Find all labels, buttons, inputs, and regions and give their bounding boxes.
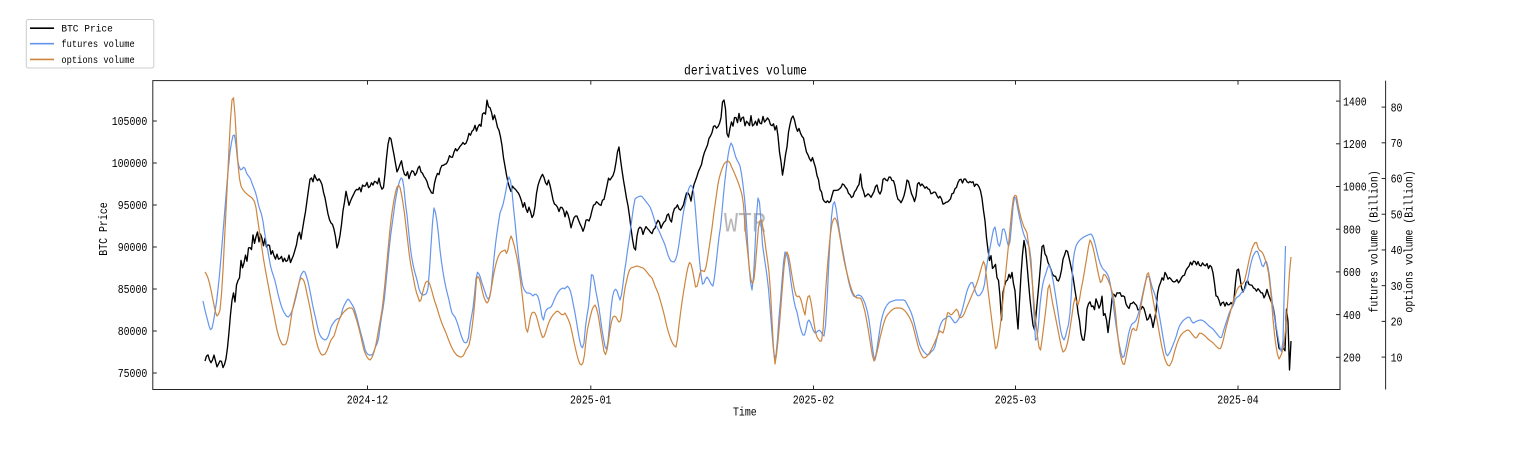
svg-text:105000: 105000 (112, 115, 148, 129)
svg-text:2025-03: 2025-03 (995, 394, 1036, 408)
svg-text:2024-12: 2024-12 (347, 394, 389, 408)
svg-text:Time: Time (733, 406, 757, 420)
svg-text:80: 80 (1391, 101, 1403, 115)
svg-text:2025-01: 2025-01 (570, 394, 612, 408)
svg-text:100000: 100000 (112, 157, 148, 171)
svg-text:60: 60 (1391, 173, 1403, 187)
svg-text:80000: 80000 (118, 325, 148, 339)
svg-text:40: 40 (1391, 244, 1403, 258)
svg-text:70: 70 (1391, 137, 1403, 151)
svg-text:2025-02: 2025-02 (793, 394, 835, 408)
svg-text:10: 10 (1391, 351, 1403, 365)
svg-text:800: 800 (1343, 223, 1361, 237)
svg-text:futures volume: futures volume (61, 39, 134, 51)
svg-text:95000: 95000 (118, 199, 148, 213)
svg-text:200: 200 (1343, 352, 1361, 366)
svg-text:600: 600 (1343, 266, 1361, 280)
svg-text:90000: 90000 (118, 241, 148, 255)
svg-text:75000: 75000 (118, 367, 148, 381)
svg-text:400: 400 (1343, 309, 1361, 323)
svg-text:options volume (Billion): options volume (Billion) (1403, 170, 1417, 312)
svg-text:85000: 85000 (118, 283, 148, 297)
svg-text:1200: 1200 (1343, 138, 1367, 152)
svg-text:50: 50 (1391, 208, 1403, 222)
svg-text:30: 30 (1391, 280, 1403, 294)
svg-text:options volume: options volume (61, 55, 134, 67)
svg-text:20: 20 (1391, 316, 1403, 330)
svg-text:2025-04: 2025-04 (1217, 394, 1259, 408)
svg-text:BTC Price: BTC Price (61, 24, 112, 36)
svg-text:derivatives volume: derivatives volume (684, 64, 807, 80)
svg-text:futures volume (Billion): futures volume (Billion) (1368, 170, 1382, 312)
svg-text:BTC Price: BTC Price (97, 202, 111, 255)
svg-text:1000: 1000 (1343, 181, 1367, 195)
svg-text:1400: 1400 (1343, 95, 1367, 109)
